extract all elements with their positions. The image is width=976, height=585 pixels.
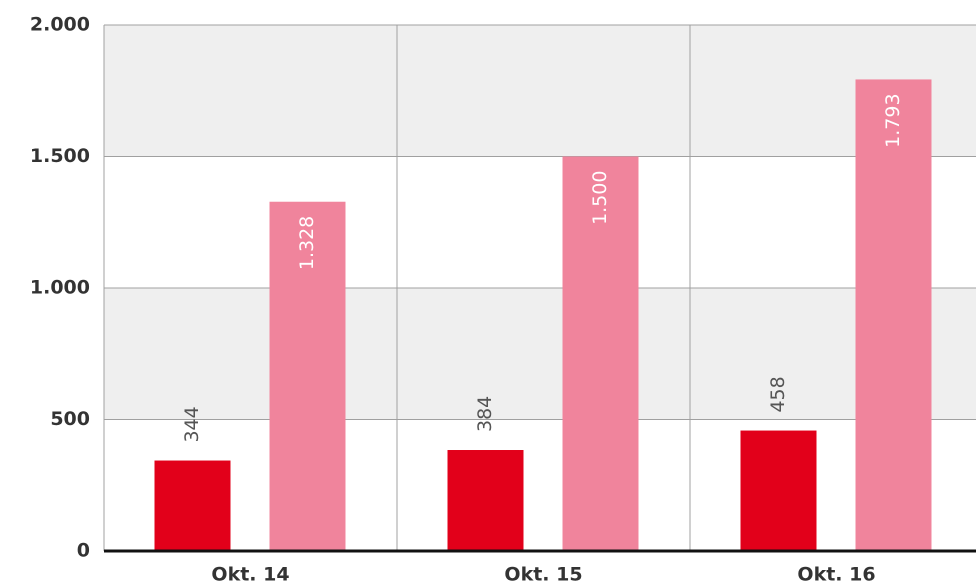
value-label: 1.500	[589, 171, 611, 225]
value-label: 1.328	[296, 216, 318, 270]
x-tick-label: Okt. 15	[504, 564, 582, 585]
value-label: 1.793	[882, 93, 904, 147]
bar	[740, 430, 817, 551]
bar	[269, 201, 346, 551]
grid-band	[104, 25, 976, 157]
value-label: 458	[767, 376, 789, 412]
value-label: 384	[474, 396, 496, 432]
bar	[855, 79, 932, 551]
y-tick-label: 500	[50, 408, 90, 430]
grid-band	[104, 288, 976, 420]
y-tick-label: 2.000	[30, 14, 90, 36]
x-tick-label: Okt. 14	[211, 564, 289, 585]
bar	[447, 450, 524, 551]
bar	[154, 460, 231, 551]
y-tick-label: 0	[77, 540, 90, 562]
y-tick-label: 1.500	[30, 145, 90, 167]
x-tick-label: Okt. 16	[797, 564, 875, 585]
y-tick-label: 1.000	[30, 277, 90, 299]
bar	[562, 156, 639, 551]
value-label: 344	[181, 406, 203, 442]
